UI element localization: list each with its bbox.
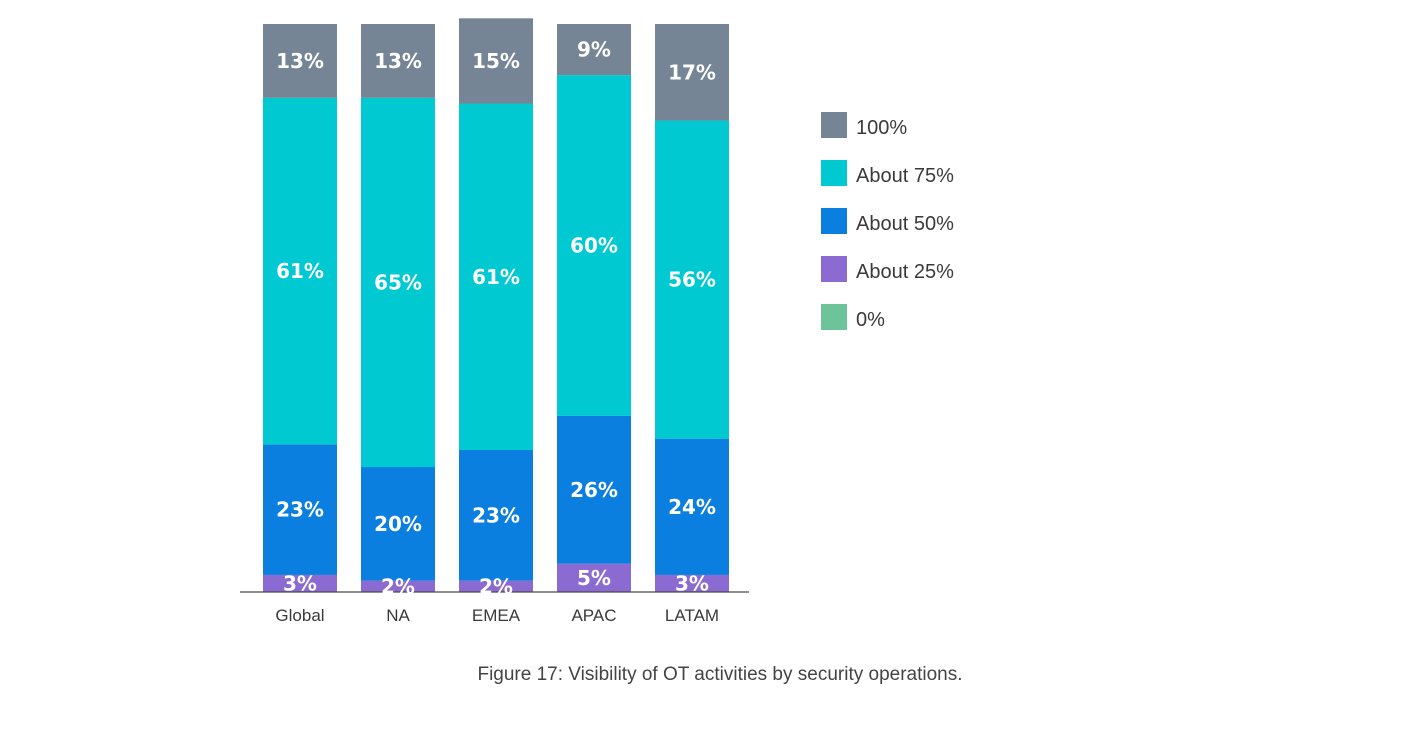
bar-segment-apac-about-50- — [557, 415, 631, 564]
bar-segment-global-about-25- — [263, 574, 337, 592]
value-label: 23% — [276, 498, 324, 522]
bar-segment-latam-about-75- — [655, 120, 729, 439]
category-label-latam: LATAM — [665, 606, 719, 625]
value-label: 23% — [472, 503, 520, 527]
value-label: 3% — [283, 571, 317, 595]
value-label: 61% — [472, 265, 520, 289]
value-label: 24% — [668, 495, 716, 519]
value-label: 13% — [276, 49, 324, 73]
figure-caption: Figure 17: Visibility of OT activities b… — [477, 664, 963, 685]
value-label: 9% — [577, 38, 611, 62]
bar-segment-global-100- — [263, 24, 337, 98]
bar-segment-emea-about-25- — [459, 580, 533, 592]
value-label: 60% — [570, 234, 618, 258]
value-label: 15% — [472, 49, 520, 73]
bar-segment-apac-100- — [557, 24, 631, 76]
value-label: 20% — [374, 512, 422, 536]
legend-swatch — [821, 256, 847, 282]
legend-label: 100% — [856, 117, 907, 139]
legend-swatch — [821, 160, 847, 186]
bar-segment-emea-100- — [459, 18, 533, 104]
bar-segment-global-about-50- — [263, 444, 337, 575]
value-label: 2% — [381, 574, 415, 598]
bars-group — [263, 18, 729, 592]
bar-segment-global-about-75- — [263, 97, 337, 445]
legend-swatch — [821, 304, 847, 330]
category-label-global: Global — [275, 606, 324, 625]
bar-segment-emea-about-75- — [459, 103, 533, 451]
value-label: 3% — [675, 571, 709, 595]
value-label: 56% — [668, 268, 716, 292]
value-label: 65% — [374, 270, 422, 294]
bar-segment-na-100- — [361, 24, 435, 98]
bar-segment-latam-about-50- — [655, 438, 729, 575]
legend-label: About 25% — [856, 261, 954, 283]
bar-segment-apac-about-25- — [557, 563, 631, 592]
bar-segment-emea-about-50- — [459, 450, 533, 581]
bar-segment-latam-about-25- — [655, 574, 729, 592]
category-label-apac: APAC — [571, 606, 616, 625]
legend-label: About 50% — [856, 213, 954, 235]
value-label: 13% — [374, 49, 422, 73]
legend-swatch — [821, 112, 847, 138]
value-label: 2% — [479, 574, 513, 598]
value-label: 17% — [668, 60, 716, 84]
category-labels-group: Global NA EMEA APAC LATAM — [275, 606, 719, 625]
legend-label: About 75% — [856, 165, 954, 187]
value-label: 61% — [276, 259, 324, 283]
bar-segment-na-about-25- — [361, 580, 435, 592]
value-labels-group: 3% 23% 61% 13% 2% 20% 65% 13% 2% 23% 61% 15% 5% 26% 60… — [276, 38, 716, 599]
legend-label: 0% — [856, 309, 885, 331]
bar-segment-na-about-75- — [361, 97, 435, 468]
value-label: 26% — [570, 478, 618, 502]
legend: 100% About 75% About 50% About 25% 0% — [821, 112, 954, 331]
bar-segment-latam-100- — [655, 24, 729, 121]
bar-segment-apac-about-75- — [557, 75, 631, 416]
category-label-emea: EMEA — [472, 606, 521, 625]
bar-segment-na-about-50- — [361, 467, 435, 581]
category-label-na: NA — [386, 606, 410, 625]
legend-swatch — [821, 208, 847, 234]
value-label: 5% — [577, 566, 611, 590]
